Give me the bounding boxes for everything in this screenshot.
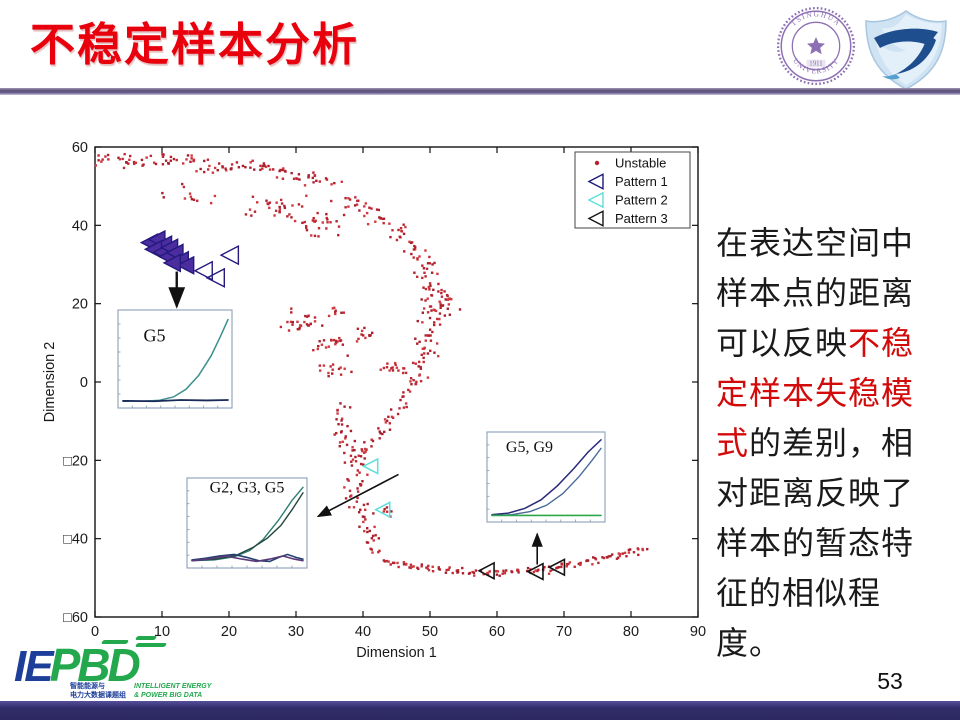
iepbd-wordmark: IEPBD	[14, 638, 141, 692]
inset-label: G5	[143, 325, 165, 345]
y-tick-label: 60	[72, 140, 88, 156]
x-tick-label: 20	[221, 624, 237, 640]
page-number: 53	[877, 668, 903, 694]
legend: Unstable Pattern 1 Pattern 2 Pattern 3	[574, 151, 691, 229]
x-tick-label: 80	[623, 624, 639, 640]
y-tick-label: 40	[72, 218, 88, 234]
x-tick-label: 90	[690, 624, 706, 640]
legend-label: Unstable	[615, 156, 666, 171]
x-tick-label: 0	[91, 624, 99, 640]
x-tick-label: 70	[556, 624, 572, 640]
legend-label: Pattern 3	[615, 211, 668, 226]
inset-chart: G2, G3, G5	[186, 477, 308, 569]
tsinghua-university-seal-icon: TSINGHUA UNIVERSITY 1911	[776, 6, 856, 86]
svg-text:TSINGHUA: TSINGHUA	[789, 9, 843, 28]
inset-label: G2, G3, G5	[210, 479, 285, 496]
seal-ring-top-text: TSINGHUA	[789, 9, 842, 28]
analysis-text-segment: 不稳定样本失稳模式	[716, 325, 915, 461]
y-axis-label: Dimension 2	[42, 342, 58, 423]
annotation-arrow	[316, 473, 399, 518]
inset-chart: G5	[117, 309, 233, 409]
x-axis-label: Dimension 1	[356, 645, 437, 660]
pattern3-markers	[477, 558, 566, 581]
x-tick-label: 50	[422, 624, 438, 640]
pattern2-markers	[362, 457, 391, 519]
iepbd-cn-line2: 电力大数据课题组	[70, 692, 126, 699]
y-tick-label: □20	[63, 453, 88, 469]
y-tick-label: □40	[63, 532, 88, 548]
iepbd-en-line1: INTELLIGENT ENERGY	[134, 683, 212, 690]
x-tick-label: 10	[154, 624, 170, 640]
seal-star-icon	[807, 37, 825, 55]
x-tick-label: 60	[489, 624, 505, 640]
slide-title: 不稳定样本分析	[30, 19, 360, 70]
analysis-text: 在表达空间中样本点的距离可以反映不稳定样本失稳模式的差别，相对距离反映了样本的暂…	[716, 218, 932, 668]
bottom-bar	[0, 701, 960, 720]
scatter-plot: 0 10 20 30 40 50 60 70 80 90 60 40 20 0 □20 □40 □60 Dimen…	[42, 140, 706, 661]
x-tick-label: 40	[355, 624, 371, 640]
inset-label: G5, G9	[506, 439, 553, 456]
shield-logo-icon	[865, 10, 947, 90]
inset-chart: G5, G9	[486, 431, 606, 523]
analysis-text-segment: 在表达空间中样本点的距离可以反映	[716, 225, 915, 361]
iepbd-subtext: 智能能源与 电力大数据课题组 INTELLIGENT ENERGY & POWE…	[70, 682, 211, 700]
x-tick-label: 30	[288, 624, 304, 640]
pattern1-markers	[139, 229, 240, 288]
chart-area: 0 10 20 30 40 50 60 70 80 90 60 40 20 0 □20 □40 □60 Dimen…	[40, 130, 710, 661]
y-tick-label: 0	[80, 375, 88, 391]
header-divider	[0, 88, 960, 95]
y-tick-label: 20	[72, 297, 88, 313]
iepbd-logo: IEPBD 智能能源与 电力大数据课题组 INTELLIGENT ENERGY …	[14, 636, 214, 702]
analysis-text-segment: 的差别，相对距离反映了样本的暂态特征的相似程度。	[716, 425, 915, 661]
iepbd-cn-line1: 智能能源与	[70, 683, 105, 690]
seal-year-text: 1911	[809, 61, 822, 68]
iepbd-pbd-text: PBD	[49, 639, 141, 691]
legend-label: Pattern 1	[615, 174, 668, 189]
y-tick-label: □60	[63, 610, 88, 626]
legend-label: Pattern 2	[615, 193, 668, 208]
iepbd-en-line2: & POWER BIG DATA	[134, 692, 203, 699]
unstable-scatter-points	[94, 152, 649, 577]
iepbd-ie-text: IE	[14, 642, 54, 691]
